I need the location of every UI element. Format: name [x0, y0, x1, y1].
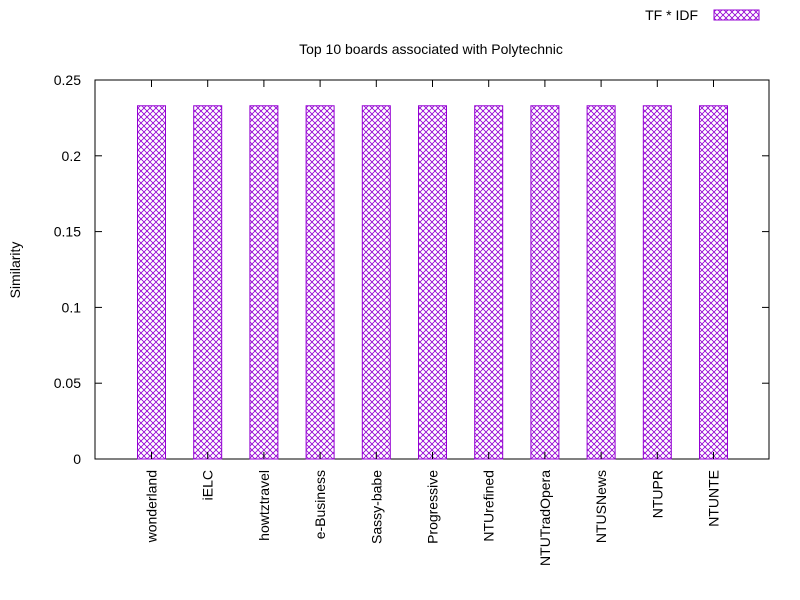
x-tick-label: iELC — [200, 470, 216, 500]
y-axis: 0 0.05 0.1 0.15 0.2 0.25 — [54, 72, 769, 467]
x-tick-label: NTUrefined — [481, 470, 497, 542]
bar-howtztravel — [249, 105, 279, 460]
x-tick-label: wonderland — [144, 470, 160, 543]
bars — [137, 105, 728, 460]
x-tick-label: Progressive — [425, 470, 441, 544]
x-tick-label: e-Business — [312, 470, 328, 539]
x-axis: wonderland iELC howtztravel e-Business Sassy… — [144, 80, 722, 566]
x-tick-label: NTUTradOpera — [537, 470, 553, 566]
bar-ntupr — [642, 105, 672, 460]
bar-sassy-babe — [361, 105, 391, 460]
bar-ntusnews — [586, 105, 616, 460]
x-tick-label: howtztravel — [256, 470, 272, 541]
bar-ielc — [193, 105, 223, 460]
bar-ntutradopera — [530, 105, 560, 460]
x-tick-label: NTUNTE — [706, 470, 722, 527]
x-tick-label: NTUPR — [649, 470, 665, 518]
bar-wonderland — [137, 105, 166, 460]
y-tick-label: 0.2 — [62, 148, 82, 164]
bar-progressive — [418, 105, 447, 460]
y-tick-label: 0.1 — [62, 299, 82, 315]
bar-e-business — [305, 105, 335, 460]
x-tick-label: NTUSNews — [593, 470, 609, 543]
chart-title: Top 10 boards associated with Polytechni… — [299, 41, 563, 57]
bar-nturefined — [474, 105, 504, 460]
x-tick-label: Sassy-babe — [368, 470, 384, 544]
legend-label: TF * IDF — [645, 7, 698, 23]
legend: TF * IDF — [645, 7, 760, 23]
y-tick-label: 0.05 — [54, 375, 81, 391]
bar-ntunte — [699, 105, 728, 460]
y-axis-label: Similarity — [7, 242, 23, 299]
y-tick-label: 0 — [73, 451, 81, 467]
y-tick-label: 0.25 — [54, 72, 81, 88]
legend-swatch — [713, 9, 760, 21]
y-tick-label: 0.15 — [54, 224, 81, 240]
